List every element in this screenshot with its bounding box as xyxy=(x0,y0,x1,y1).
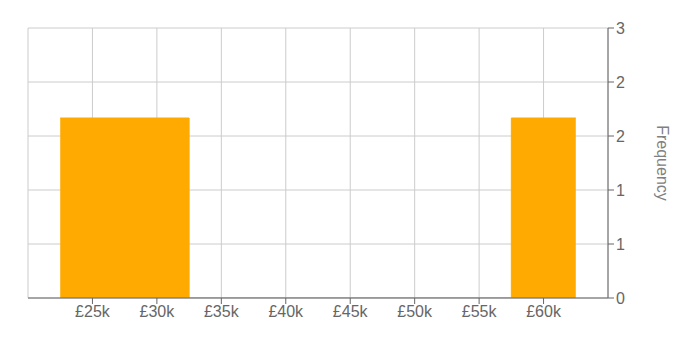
svg-text:1: 1 xyxy=(616,236,625,253)
svg-text:£60k: £60k xyxy=(526,303,562,320)
svg-text:£35k: £35k xyxy=(204,303,240,320)
svg-text:2: 2 xyxy=(616,74,625,91)
svg-text:£50k: £50k xyxy=(397,303,433,320)
svg-text:3: 3 xyxy=(616,20,625,37)
svg-text:£30k: £30k xyxy=(140,303,176,320)
svg-text:£40k: £40k xyxy=(268,303,304,320)
svg-text:£45k: £45k xyxy=(333,303,369,320)
svg-text:£25k: £25k xyxy=(75,303,111,320)
svg-text:Frequency: Frequency xyxy=(654,125,671,201)
svg-text:1: 1 xyxy=(616,182,625,199)
svg-text:£55k: £55k xyxy=(462,303,498,320)
svg-text:2: 2 xyxy=(616,128,625,145)
svg-text:0: 0 xyxy=(616,290,625,307)
